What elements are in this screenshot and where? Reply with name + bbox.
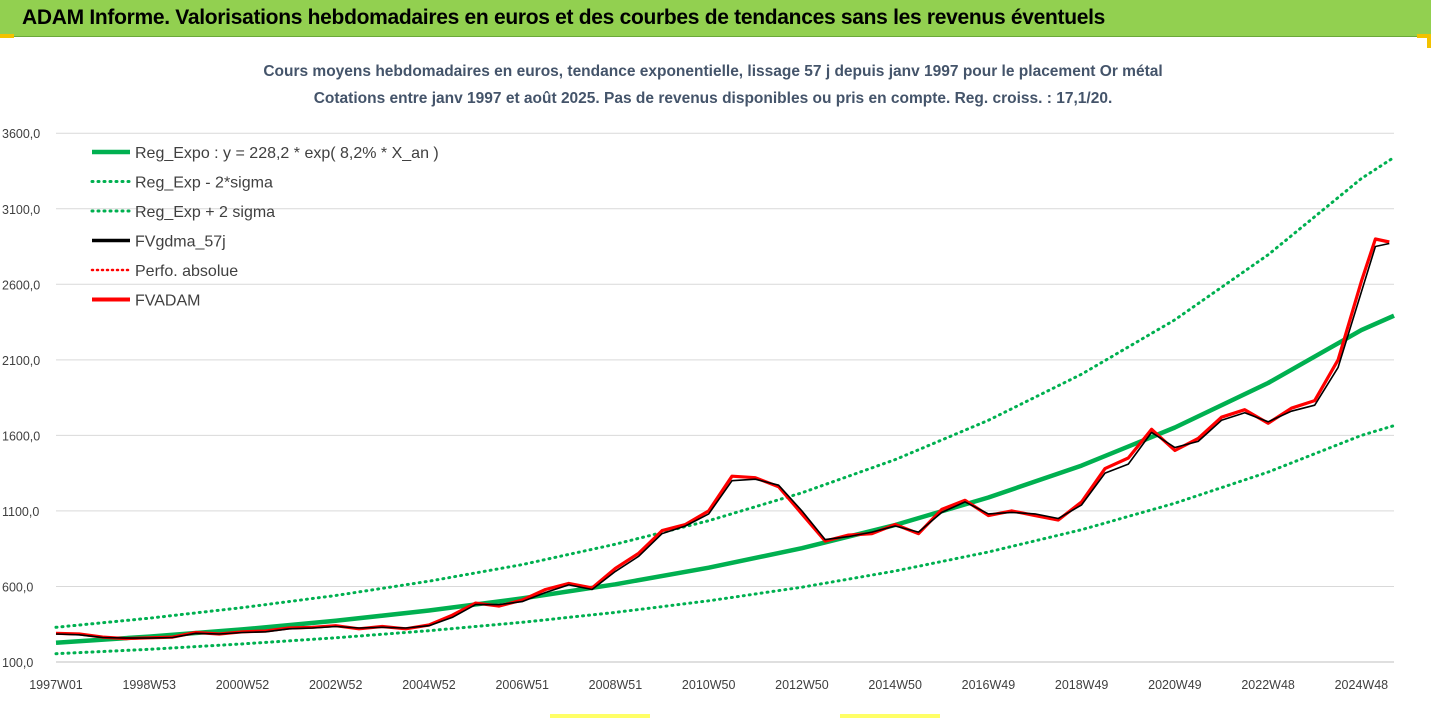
y-tick-label: 3100,0 bbox=[2, 203, 40, 217]
corner-marker bbox=[1417, 34, 1431, 38]
x-tick-label: 2008W51 bbox=[589, 678, 643, 692]
y-tick-label: 100,0 bbox=[2, 656, 33, 670]
legend-label: FVADAM bbox=[135, 293, 200, 310]
page-title: ADAM Informe. Valorisations hebdomadaire… bbox=[22, 6, 1106, 29]
x-tick-label: 1997W01 bbox=[29, 678, 83, 692]
y-tick-label: 1600,0 bbox=[2, 429, 40, 443]
header-bar: ADAM Informe. Valorisations hebdomadaire… bbox=[0, 0, 1431, 37]
legend-label: Reg_Expo : y = 228,2 * exp( 8,2% * X_an … bbox=[135, 145, 439, 162]
x-tick-label: 2024W48 bbox=[1335, 678, 1389, 692]
chart-title: Cours moyens hebdomadaires en euros, ten… bbox=[263, 63, 1162, 80]
legend-label: Reg_Exp + 2 sigma bbox=[135, 204, 275, 221]
x-tick-label: 2018W49 bbox=[1055, 678, 1109, 692]
chart-area: Cours moyens hebdomadaires en euros, ten… bbox=[0, 37, 1431, 718]
y-tick-label: 2100,0 bbox=[2, 354, 40, 368]
x-tick-label: 2016W49 bbox=[962, 678, 1016, 692]
series-line-0 bbox=[55, 313, 1395, 645]
corner-marker bbox=[0, 34, 14, 38]
y-tick-label: 1100,0 bbox=[2, 505, 39, 519]
corner-marker bbox=[840, 714, 940, 718]
chart-subtitle: Cotations entre janv 1997 et août 2025. … bbox=[314, 90, 1113, 107]
x-tick-label: 2014W50 bbox=[868, 678, 922, 692]
legend-label: Reg_Exp - 2*sigma bbox=[135, 175, 273, 192]
corner-marker bbox=[550, 714, 650, 718]
x-tick-label: 1998W53 bbox=[122, 678, 176, 692]
legend-label: Perfo. absolue bbox=[135, 263, 238, 280]
x-tick-label: 2012W50 bbox=[775, 678, 829, 692]
y-tick-label: 600,0 bbox=[2, 580, 33, 594]
series-line-1 bbox=[54, 424, 1396, 656]
x-tick-label: 2000W52 bbox=[216, 678, 270, 692]
x-tick-label: 2010W50 bbox=[682, 678, 736, 692]
series-line-3 bbox=[55, 242, 1390, 639]
y-tick-label: 2600,0 bbox=[2, 278, 40, 292]
x-tick-label: 2004W52 bbox=[402, 678, 456, 692]
corner-marker bbox=[1427, 34, 1431, 48]
series-line-4 bbox=[55, 237, 1390, 641]
x-tick-label: 2022W48 bbox=[1241, 678, 1295, 692]
series-line-2 bbox=[54, 155, 1396, 629]
x-tick-label: 2020W49 bbox=[1148, 678, 1202, 692]
x-tick-label: 2002W52 bbox=[309, 678, 363, 692]
y-tick-label: 3600,0 bbox=[2, 127, 40, 141]
x-tick-label: 2006W51 bbox=[495, 678, 549, 692]
chart-svg: Cours moyens hebdomadaires en euros, ten… bbox=[2, 63, 1396, 692]
legend-label: FVgdma_57j bbox=[135, 234, 226, 251]
